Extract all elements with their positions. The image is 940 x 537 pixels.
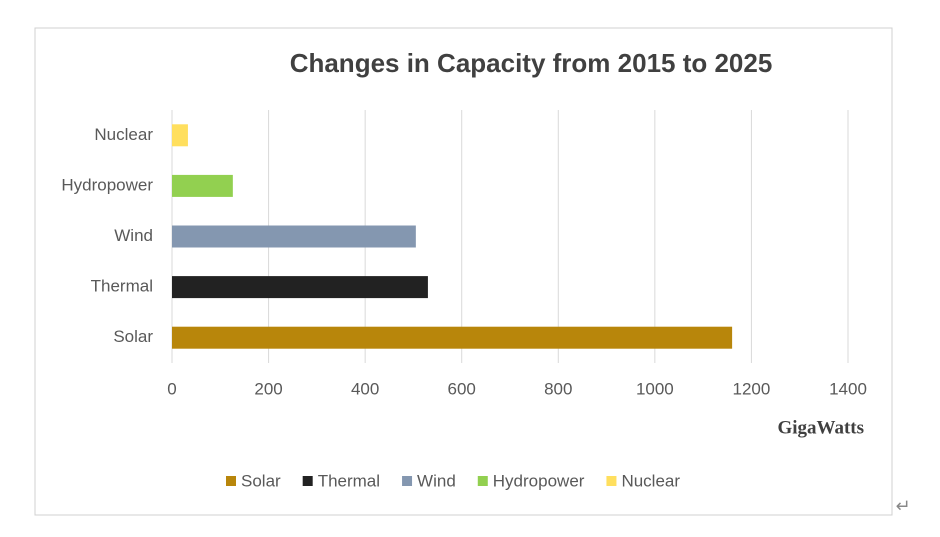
legend-label: Thermal [318,471,380,490]
y-tick-label: Hydropower [61,175,153,194]
x-tick-label: 1200 [733,379,771,398]
bar [172,225,416,248]
y-tick-label: Thermal [91,277,153,296]
y-tick-label: Solar [113,327,153,346]
x-tick-label: 0 [167,379,176,398]
bar [172,276,428,299]
legend-swatch [402,476,413,486]
y-tick-label: Wind [114,226,153,245]
bar [172,174,233,197]
legend-label: Wind [417,471,456,490]
legend-label: Solar [241,471,281,490]
bar [172,326,733,349]
x-axis-label: GigaWatts [777,417,864,438]
legend-label: Hydropower [493,471,585,490]
legend-swatch [477,476,488,486]
legend-label: Nuclear [621,471,680,490]
legend-swatch [302,476,313,486]
chart-frame [34,27,893,516]
x-tick-label: 1000 [636,379,674,398]
legend-swatch [226,476,236,486]
bar [172,124,188,147]
return-mark: ↵ [895,496,910,516]
chart-title: Changes in Capacity from 2015 to 2025 [290,48,773,78]
x-tick-label: 800 [544,379,572,398]
x-tick-label: 600 [448,379,476,398]
x-tick-label: 1400 [829,379,867,398]
x-tick-label: 200 [254,379,282,398]
legend-swatch [606,476,617,486]
y-tick-label: Nuclear [94,125,153,144]
x-tick-label: 400 [351,379,379,398]
